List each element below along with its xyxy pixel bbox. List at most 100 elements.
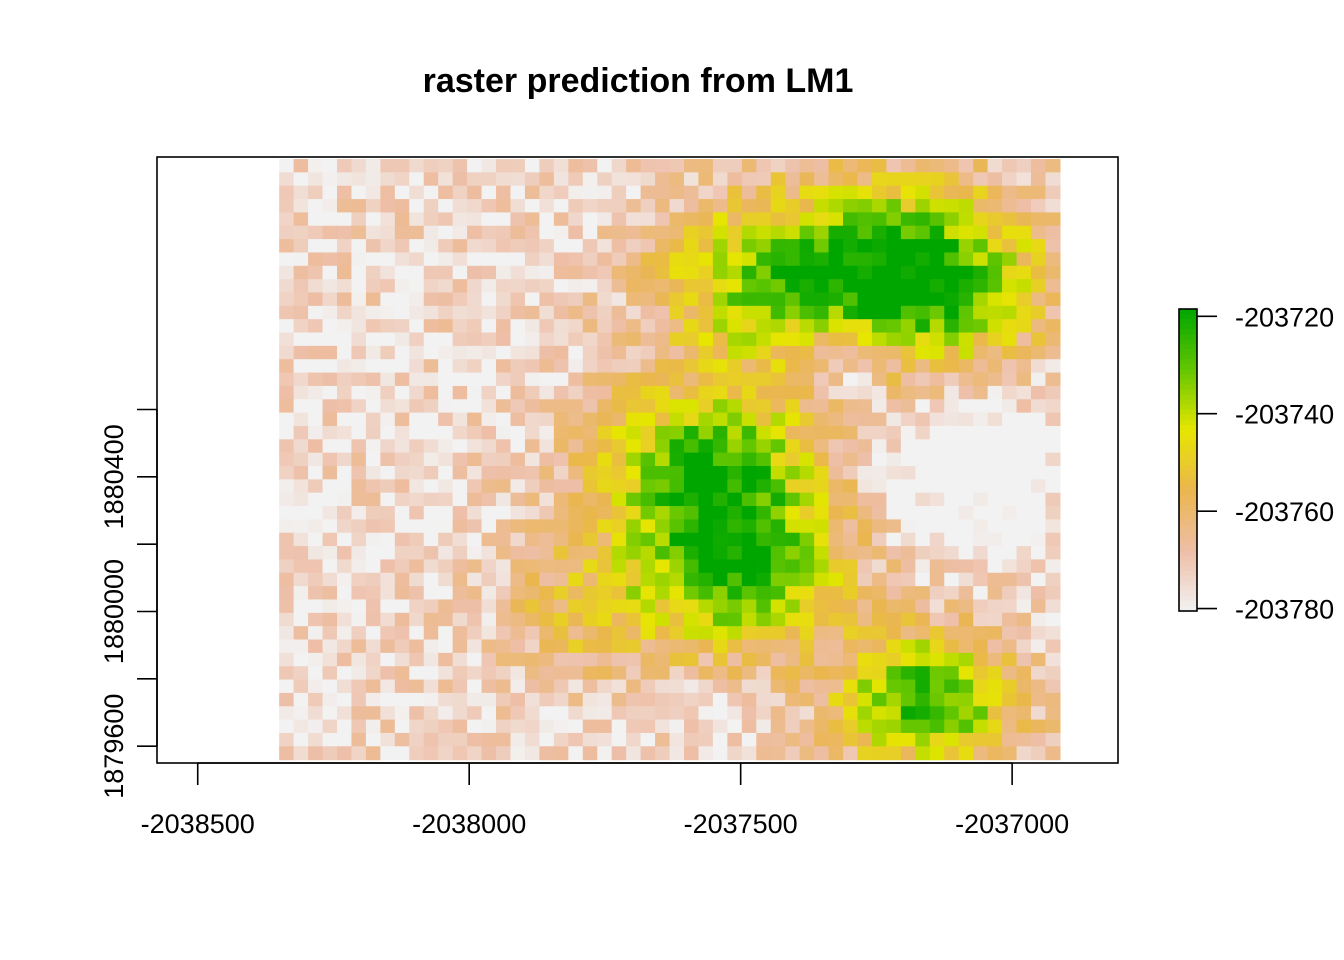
raster-cell [1002,652,1018,667]
raster-cell [958,532,974,547]
raster-cell [351,372,367,387]
raster-cell [351,639,367,654]
raster-cell [510,559,526,574]
raster-cell [799,199,815,214]
raster-cell [582,626,598,641]
raster-cell [1002,559,1018,574]
raster-cell [712,732,728,747]
raster-cell [900,692,916,707]
raster-cell [568,212,584,227]
raster-cell [293,372,309,387]
raster-cell [611,746,627,761]
raster-cell [958,345,974,360]
raster-cell [496,185,512,200]
raster-cell [539,452,555,467]
raster-cell [438,385,454,400]
raster-cell [293,212,309,227]
raster-cell [900,572,916,587]
raster-cell [279,466,295,480]
raster-cell [308,586,324,601]
raster-cell [1002,239,1018,254]
raster-cell [539,652,555,667]
raster-cell [597,692,613,707]
raster-cell [409,252,425,267]
raster-cell [741,572,757,587]
raster-cell [727,412,743,427]
raster-cell [987,292,1003,307]
raster-cell [568,345,584,360]
raster-cell [452,626,468,641]
raster-cell [1016,692,1032,707]
raster-cell [785,399,801,414]
raster-cell [394,292,410,307]
raster-cell [683,706,700,721]
raster-cell [336,612,353,627]
raster-cell [828,185,844,200]
raster-cell [712,199,728,214]
raster-cell [1045,506,1061,520]
raster-cell [626,586,642,601]
raster-cell [987,172,1003,187]
raster-cell [1016,572,1032,587]
raster-cell [756,706,772,721]
raster-cell [467,439,483,454]
raster-cell [843,732,859,747]
raster-cell [322,425,338,440]
raster-cell [553,746,569,761]
raster-cell [380,159,396,173]
raster-cell [712,159,728,173]
raster-cell [351,506,367,520]
raster-cell [452,652,468,667]
raster-cell [785,225,801,240]
raster-cell [756,305,772,320]
raster-cell [481,185,497,200]
raster-cell [524,159,541,173]
raster-cell [611,652,627,667]
raster-cell [438,332,454,347]
raster-cell [828,746,844,761]
raster-cell [712,506,728,520]
raster-cell [741,439,757,454]
raster-cell [351,439,367,454]
raster-cell [727,719,743,734]
raster-cell [409,719,425,734]
raster-cell [871,425,888,440]
legend-swatch [1179,500,1197,506]
raster-cell [394,666,410,681]
raster-cell [582,332,598,347]
raster-cell [539,599,555,614]
raster-cell [1016,506,1032,520]
raster-cell [958,385,974,400]
raster-cell [756,345,772,360]
raster-cell [308,492,324,507]
raster-cell [669,626,685,641]
raster-cell [900,639,916,654]
raster-cell [915,265,931,280]
raster-cell [857,719,873,734]
raster-cell [900,612,916,627]
raster-cell [655,319,671,334]
raster-cell [510,479,526,494]
raster-cell [365,199,381,214]
raster-cell [655,652,671,667]
legend-swatch [1179,394,1197,401]
raster-cell [626,412,642,427]
raster-cell [655,666,671,681]
raster-cell [944,559,960,574]
raster-cell [915,732,931,747]
raster-cell [279,279,295,294]
raster-cell [481,732,497,747]
raster-cell [293,159,309,173]
raster-cell [958,412,974,427]
raster-cell [597,572,613,587]
raster-cell [510,546,526,561]
raster-cell [481,412,497,427]
raster-cell [929,746,945,761]
raster-cell [322,439,338,454]
raster-cell [365,559,381,574]
raster-cell [929,279,945,294]
raster-cell [741,239,757,254]
raster-cell [814,479,830,494]
raster-cell [1016,172,1032,187]
raster-cell [496,319,512,334]
